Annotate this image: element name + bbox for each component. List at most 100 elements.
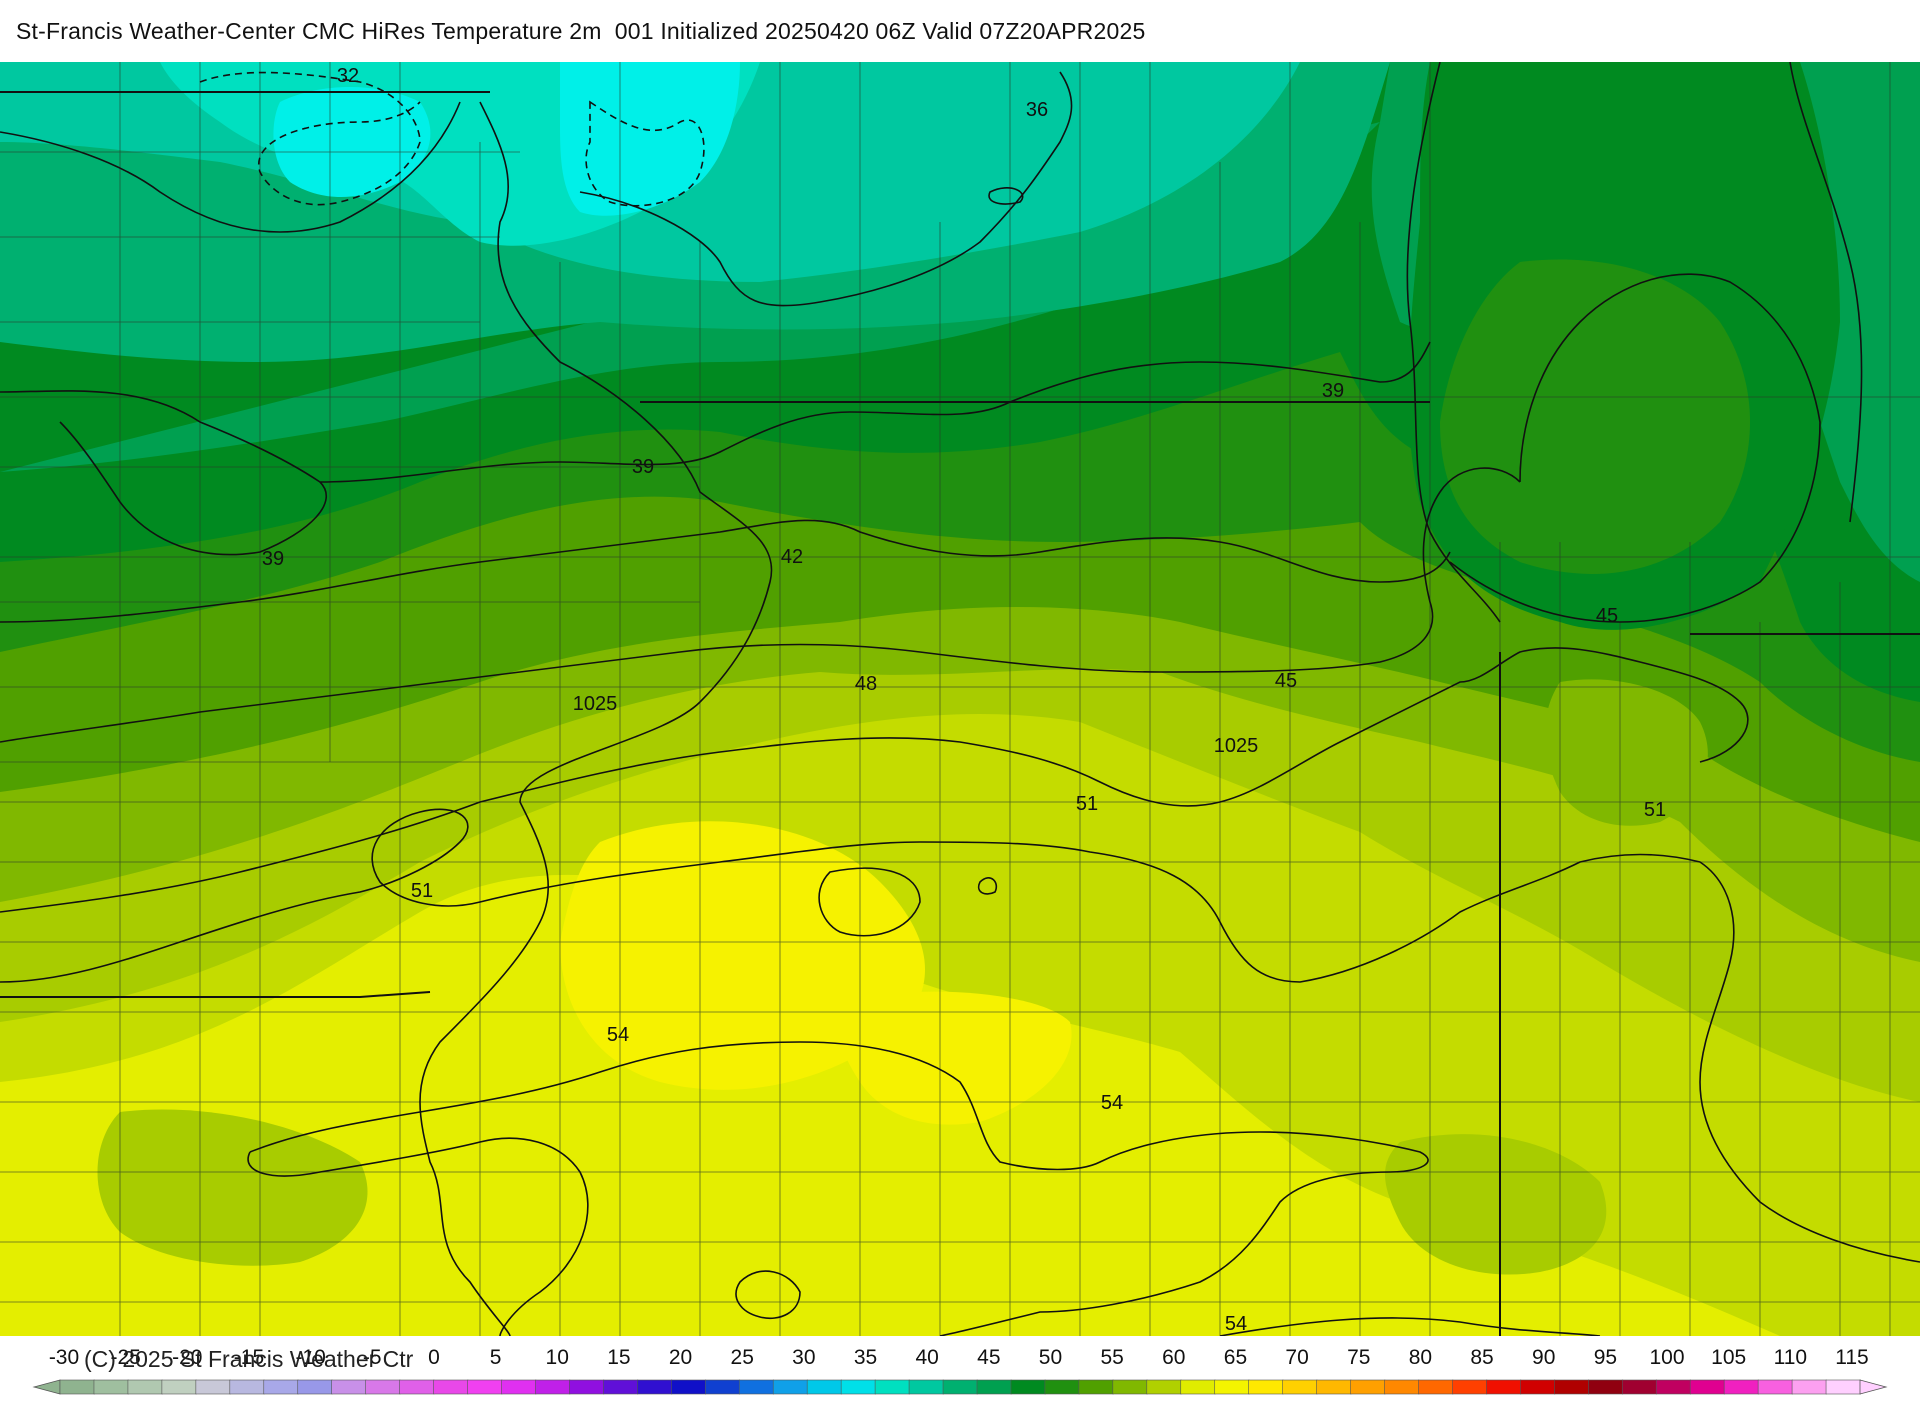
isobar-label: 1025 — [1214, 735, 1259, 757]
isotherm-label: 51 — [1076, 793, 1098, 815]
legend-tick-label: 30 — [792, 1346, 815, 1369]
isotherm-36 — [0, 71, 1073, 307]
legend-swatch — [1078, 1379, 1114, 1395]
legend-swatch — [59, 1379, 95, 1395]
isotherm-label: 45 — [1596, 605, 1618, 627]
legend-color-bar — [32, 1379, 1888, 1395]
band-51-west — [97, 1109, 368, 1266]
legend-tick-label: 70 — [1285, 1346, 1308, 1369]
legend-swatch — [671, 1379, 707, 1395]
legend-swatch — [1044, 1379, 1080, 1395]
legend-swatch — [195, 1379, 231, 1395]
isotherm-label: 39 — [262, 548, 284, 570]
legend-tick-label: 45 — [977, 1346, 1000, 1369]
isotherm-45 — [0, 273, 1821, 743]
legend-tick-label: 55 — [1100, 1346, 1123, 1369]
legend-swatch — [738, 1379, 775, 1395]
band-28 — [273, 62, 740, 216]
legend-swatch — [1588, 1379, 1624, 1395]
legend-tick-label: 40 — [915, 1346, 938, 1369]
isotherm-42 — [0, 519, 1451, 623]
legend-swatch — [297, 1379, 333, 1395]
legend-tick-label: 85 — [1470, 1346, 1493, 1369]
legend-swatch — [603, 1379, 639, 1395]
legend-arrow-right — [1859, 1379, 1888, 1395]
legend-tick-label: 50 — [1039, 1346, 1062, 1369]
legend-swatch — [331, 1379, 367, 1395]
legend-tick-label: -20 — [172, 1346, 202, 1369]
legend-swatch — [1010, 1379, 1046, 1395]
legend-swatch — [229, 1379, 265, 1395]
legend-tick-label: 90 — [1532, 1346, 1555, 1369]
legend-swatch — [806, 1379, 842, 1395]
county-boundaries — [0, 62, 1920, 1336]
band-39-east — [1440, 259, 1750, 574]
isotherm-label: 45 — [1275, 670, 1297, 692]
state-boundaries — [0, 62, 1920, 1336]
temperature-map: 32 36 39 39 39 42 45 45 48 51 51 51 54 5… — [0, 62, 1920, 1336]
legend-tick-label: -25 — [110, 1346, 140, 1369]
legend-tick-label: 5 — [490, 1346, 502, 1369]
state-line-2 — [0, 991, 431, 998]
legend-swatch — [1316, 1379, 1352, 1395]
isotherm-label: 54 — [1101, 1092, 1123, 1114]
legend-tick-label: -10 — [295, 1346, 325, 1369]
copyright-text: (C) 2025 St Francis Weather Ctr — [84, 1346, 414, 1372]
legend-tick-label: 25 — [731, 1346, 754, 1369]
legend-tick-labels: -30 -25 -20 -15 -10 -5 0 5 10 15 20 25 30 35 40 45 50 55 6… — [49, 1346, 1869, 1369]
legend-swatch — [1554, 1379, 1590, 1395]
map-title: St-Francis Weather-Center CMC HiRes Temp… — [16, 18, 1146, 44]
legend-tick-label: 95 — [1594, 1346, 1617, 1369]
legend-tick-label: 80 — [1409, 1346, 1432, 1369]
isotherm-contours — [0, 71, 1920, 1336]
legend-tick-label: -30 — [49, 1346, 79, 1369]
legend-swatch — [1180, 1379, 1216, 1395]
legend-swatch — [467, 1379, 503, 1395]
isotherm-label: 39 — [1322, 380, 1344, 402]
legend-swatch — [1384, 1379, 1420, 1395]
isotherm-48 — [0, 647, 1749, 913]
legend-tick-label: 35 — [854, 1346, 877, 1369]
legend-swatch — [1825, 1379, 1861, 1395]
legend-tick-label: 75 — [1347, 1346, 1370, 1369]
isotherm-label: 32 — [337, 65, 359, 87]
legend-tick-label: -15 — [234, 1346, 264, 1369]
legend-swatch — [1723, 1379, 1759, 1395]
isotherm-label: 51 — [411, 880, 433, 902]
legend-tick-label: 110 — [1774, 1346, 1807, 1369]
band-54-warm-2 — [836, 991, 1072, 1125]
isobar-label: 1025 — [573, 693, 618, 715]
legend-swatch — [1486, 1379, 1522, 1395]
legend-swatch — [535, 1379, 571, 1395]
legend-swatch — [1214, 1379, 1250, 1395]
color-legend: -30 -25 -20 -15 -10 -5 0 5 10 15 20 25 30 35 40 45 50 55 6… — [0, 1336, 1920, 1400]
isotherm-32 — [199, 71, 705, 207]
legend-swatch — [840, 1379, 876, 1395]
legend-swatch — [569, 1379, 605, 1395]
isotherm-39 — [0, 341, 1431, 556]
legend-swatch — [1146, 1379, 1182, 1395]
isotherm-label: 36 — [1026, 99, 1048, 121]
legend-swatch — [772, 1379, 808, 1395]
band-44-east — [1545, 679, 1708, 826]
legend-tick-label: 105 — [1711, 1346, 1746, 1369]
isotherm-label: 42 — [781, 546, 803, 568]
legend-tick-label: 15 — [607, 1346, 630, 1369]
legend-swatch — [908, 1379, 944, 1395]
band-54-warm — [560, 821, 925, 1090]
legend-swatch — [365, 1379, 401, 1395]
isotherm-54 — [247, 1041, 1601, 1336]
state-line-1 — [0, 91, 1430, 403]
isotherm-label: 54 — [1225, 1313, 1247, 1335]
legend-tick-label: -5 — [363, 1346, 382, 1369]
legend-arrow-left — [32, 1379, 61, 1395]
legend-swatch — [433, 1379, 469, 1395]
legend-tick-label: 10 — [546, 1346, 569, 1369]
river-mississippi — [419, 101, 773, 1336]
legend-tick-label: 100 — [1650, 1346, 1685, 1369]
isotherm-label: 48 — [855, 673, 877, 695]
legend-swatch — [874, 1379, 910, 1395]
legend-swatch — [501, 1379, 537, 1395]
legend-swatch — [1621, 1379, 1658, 1395]
legend-tick-label: 65 — [1224, 1346, 1247, 1369]
